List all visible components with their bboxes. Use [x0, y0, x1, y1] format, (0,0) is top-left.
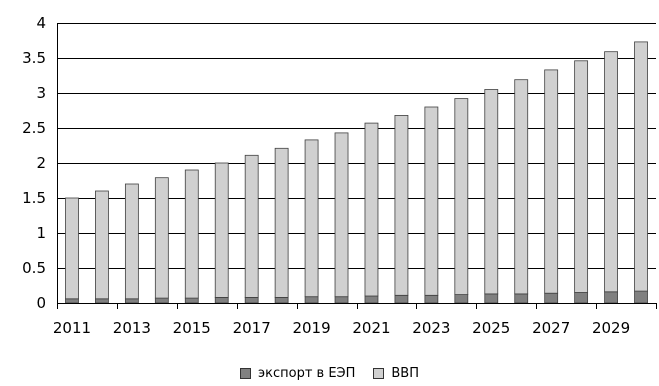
legend-swatch-gdp [373, 368, 385, 379]
x-tick-label: 2015 [173, 319, 211, 337]
bar-export [95, 298, 109, 304]
bar-gdp [214, 162, 229, 298]
bar-gdp [394, 115, 409, 296]
grid-lines [57, 23, 656, 304]
x-tick-label: 2025 [472, 319, 510, 337]
x-tick-label: 2017 [233, 319, 271, 337]
bar-export [244, 296, 259, 304]
y-tick-label: 3.5 [22, 49, 46, 67]
legend-swatch-export [239, 368, 251, 379]
x-tick-label: 2027 [532, 319, 570, 337]
bar-export [304, 296, 319, 304]
bars [65, 41, 648, 304]
y-tick-label: 3 [36, 84, 46, 102]
bar-gdp [634, 41, 648, 292]
legend-label-gdp: ВВП [391, 366, 420, 381]
bar-gdp [484, 89, 499, 295]
y-tick-label: 1.5 [22, 189, 46, 207]
bar-export [184, 297, 199, 304]
bar-gdp [124, 183, 139, 300]
bar-gdp [514, 79, 529, 295]
bar-gdp [454, 98, 469, 295]
bar-gdp [604, 51, 618, 293]
legend-label-export: экспорт в ЕЭП [257, 366, 356, 381]
x-axis-labels: 2011 2013 2015 2017 2019 2021 2023 2025 2027 2029 [53, 319, 630, 337]
bar-gdp [95, 190, 109, 300]
bar-gdp [184, 169, 199, 299]
x-tick-label: 2023 [412, 319, 450, 337]
bar-gdp [274, 147, 289, 298]
x-tick-label: 2011 [53, 319, 91, 337]
axes [57, 23, 657, 309]
x-tick-label: 2019 [292, 319, 330, 337]
bar-gdp [154, 177, 169, 299]
bar-export [334, 296, 349, 304]
bar-gdp [544, 69, 559, 294]
bar-export [394, 294, 409, 304]
bar-gdp [244, 154, 259, 298]
bar-export [65, 298, 79, 304]
y-axis-labels: 0 0.5 1 1.5 2 2.5 3 3.5 4 [22, 14, 46, 312]
bar-export [574, 292, 589, 304]
bar-export [634, 290, 648, 304]
bar-export [544, 292, 559, 304]
stacked-bar-chart: 00.511.522.533.54 2011 2013 2015 2017 2019 20… [22, 14, 657, 337]
bar-export [454, 294, 469, 304]
legend: экспорт в ЕЭП ВВП [0, 366, 659, 381]
bar-gdp [424, 106, 439, 296]
y-tick-label: 2 [36, 154, 46, 172]
bar-export [124, 298, 139, 304]
x-tick-label: 2021 [352, 319, 390, 337]
y-tick-label: 4 [36, 14, 46, 32]
y-tick-label: 0.5 [22, 259, 46, 277]
y-tick-label: 0 [36, 294, 46, 312]
bar-export [484, 293, 499, 304]
bar-export [514, 293, 529, 304]
bar-export [154, 297, 169, 304]
bar-gdp [334, 132, 349, 298]
bar-export [604, 291, 618, 304]
bar-gdp [65, 197, 79, 300]
x-tick-label: 2029 [592, 319, 630, 337]
y-tick-label: 1 [36, 224, 46, 242]
bar-gdp [574, 60, 589, 293]
bar-export [214, 296, 229, 304]
y-tick-label: 2.5 [22, 119, 46, 137]
x-tick-label: 2013 [113, 319, 151, 337]
bar-gdp [364, 122, 379, 297]
legend-item-gdp: ВВП [373, 366, 419, 381]
bar-export [274, 296, 289, 304]
legend-item-export: экспорт в ЕЭП [239, 366, 356, 381]
bar-gdp [304, 139, 319, 298]
bar-export [424, 294, 439, 304]
bar-export [364, 295, 379, 304]
